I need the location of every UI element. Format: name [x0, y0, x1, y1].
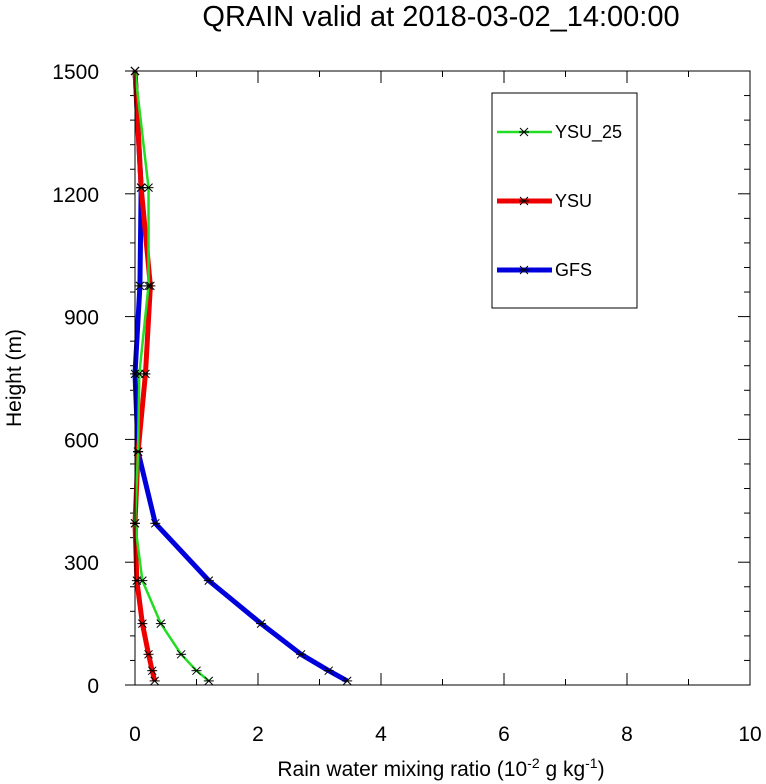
legend-label: GFS — [555, 260, 592, 280]
y-axis-title: Height (m) — [3, 329, 26, 427]
data-point-ysu-25 — [176, 649, 187, 659]
x-tick-label: 6 — [498, 723, 510, 746]
data-point-gfs — [342, 676, 353, 686]
x-axis-title-main: Rain water mixing ratio (10 — [277, 758, 527, 781]
data-point-ysu-25 — [143, 183, 154, 193]
x-axis-title-end: ) — [598, 758, 605, 781]
data-point-gfs — [203, 576, 214, 585]
plot-frame — [134, 70, 751, 686]
x-tick-label: 2 — [252, 723, 264, 746]
chart-title: QRAIN valid at 2018-03-02_14:00:00 — [202, 1, 679, 33]
legend-marker — [519, 127, 529, 137]
x-tick-label: 8 — [621, 723, 633, 746]
data-point-ysu-25 — [143, 281, 154, 291]
data-point-gfs — [150, 518, 161, 528]
y-tick-label: 900 — [64, 307, 99, 330]
data-point-ysu — [149, 676, 160, 686]
legend-label: YSU_25 — [555, 122, 622, 143]
data-point-gfs — [134, 281, 145, 291]
data-point-ysu-25 — [155, 619, 166, 628]
axis-ticks — [125, 70, 751, 686]
tick-labels: 0 2 4 6 8 10 0 300 600 900 1200 1500 — [52, 61, 761, 746]
data-point-ysu-25 — [203, 676, 214, 686]
series-line-gfs — [132, 70, 349, 684]
y-tick-label: 1200 — [52, 184, 99, 207]
data-point-ysu — [147, 666, 158, 676]
legend: YSU_25 YSU GFS — [491, 92, 638, 309]
data-point-gfs — [296, 649, 307, 659]
legend-marker — [519, 265, 529, 275]
data-point-ysu — [143, 649, 154, 659]
x-tick-label: 10 — [738, 723, 761, 746]
y-tick-label: 600 — [64, 429, 99, 452]
legend-marker — [519, 196, 529, 206]
data-point-gfs — [323, 666, 334, 676]
data-point-gfs — [256, 619, 267, 628]
legend-label: YSU — [555, 191, 592, 211]
x-tick-label: 0 — [129, 723, 141, 746]
x-axis-title: Rain water mixing ratio (10-2 g kg-1) — [277, 755, 604, 781]
y-tick-label: 300 — [64, 552, 99, 575]
x-axis-title-exp1: -2 — [527, 755, 540, 771]
data-point-ysu-25 — [134, 369, 145, 379]
y-tick-label: 0 — [87, 675, 99, 698]
data-point-ysu-25 — [191, 666, 202, 676]
x-axis-title-exp2: -1 — [585, 755, 598, 771]
series-layer — [130, 66, 353, 686]
y-tick-label: 1500 — [52, 61, 99, 84]
x-axis-title-mid: g kg — [540, 758, 586, 781]
data-point-ysu-25 — [137, 576, 148, 585]
data-point-ysu — [137, 619, 148, 628]
x-tick-label: 4 — [375, 723, 387, 746]
